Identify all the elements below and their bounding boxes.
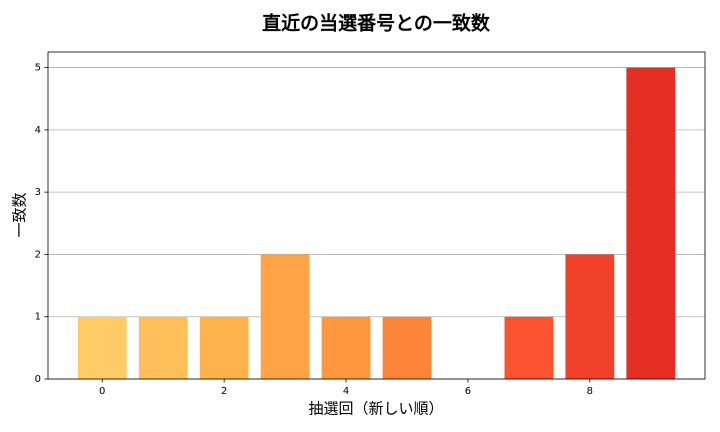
bar: [382, 316, 432, 379]
plot-frame: [47, 51, 706, 380]
x-axis-label: 抽選回（新しい順）: [308, 400, 443, 418]
y-tick-label: 4: [35, 125, 41, 136]
x-tick-label: 8: [587, 386, 593, 397]
x-tick-label: 0: [99, 386, 105, 397]
y-tick-label: 1: [35, 312, 41, 323]
chart-title: 直近の当選番号との一致数: [262, 12, 491, 35]
y-tick-label: 5: [35, 63, 41, 74]
y-axis-label: 一致数: [11, 192, 29, 237]
bar: [565, 254, 615, 379]
bar: [504, 316, 554, 379]
y-tick-label: 3: [35, 187, 41, 198]
bar: [260, 254, 310, 379]
bar: [321, 316, 371, 379]
y-tick-label: 2: [35, 249, 41, 260]
x-tick-label: 6: [465, 386, 471, 397]
bar: [626, 67, 676, 380]
bar: [199, 316, 249, 379]
x-tick-label: 2: [221, 386, 227, 397]
y-tick-label: 0: [35, 374, 41, 385]
bar: [77, 316, 127, 379]
x-tick-label: 4: [343, 386, 349, 397]
bar: [138, 316, 188, 379]
